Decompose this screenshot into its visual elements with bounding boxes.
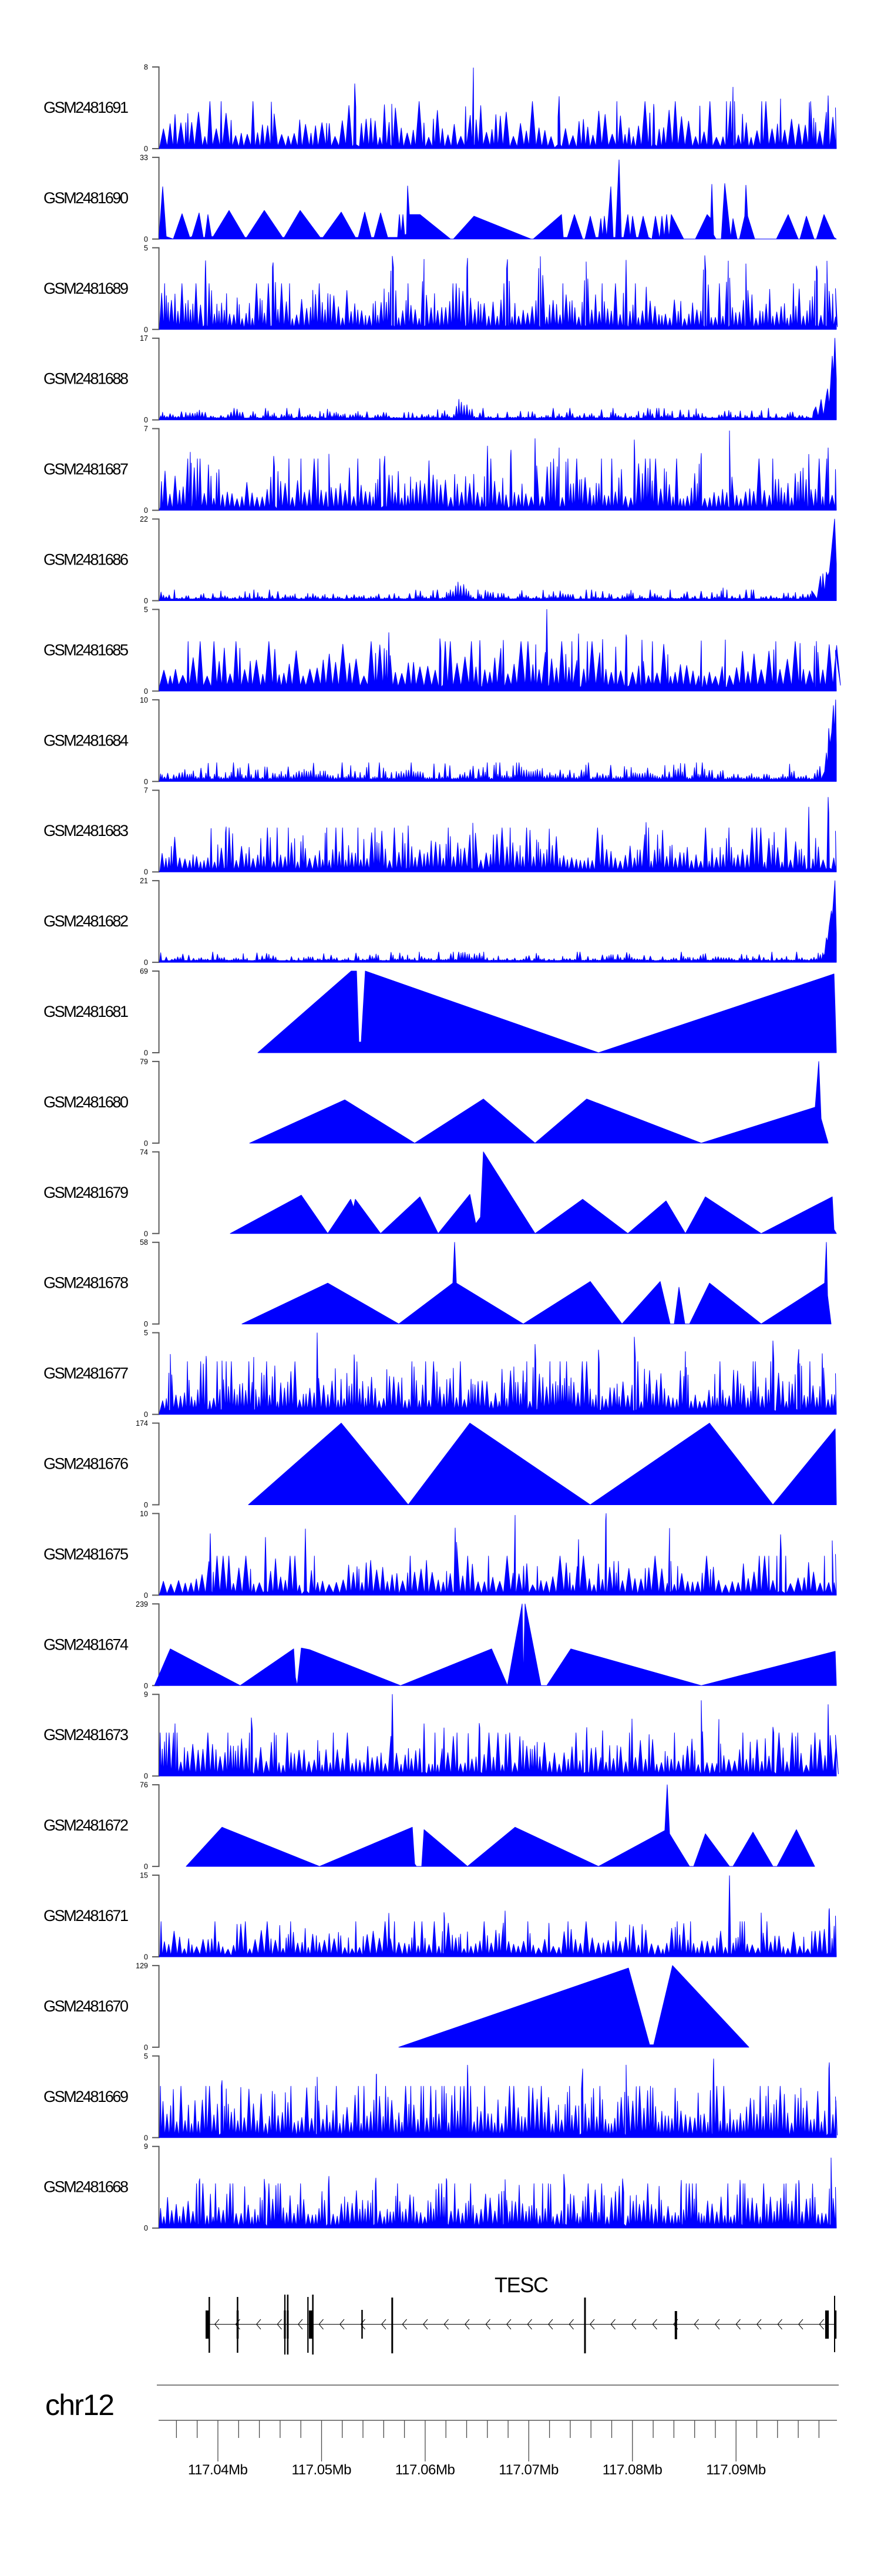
svg-text:0: 0 [144, 1591, 148, 1600]
svg-text:79: 79 [140, 1057, 148, 1066]
svg-text:0: 0 [144, 2224, 148, 2232]
svg-text:0: 0 [144, 1320, 148, 1328]
svg-text:129: 129 [136, 1962, 148, 1970]
svg-text:GSM2481681: GSM2481681 [43, 1003, 129, 1020]
svg-text:0: 0 [144, 416, 148, 424]
svg-text:8: 8 [144, 63, 148, 72]
svg-text:69: 69 [140, 968, 148, 976]
svg-text:21: 21 [140, 877, 148, 885]
svg-text:GSM2481686: GSM2481686 [43, 551, 129, 569]
svg-text:117.07Mb: 117.07Mb [499, 2462, 559, 2478]
svg-text:0: 0 [144, 1410, 148, 1419]
svg-text:GSM2481684: GSM2481684 [43, 731, 129, 749]
svg-text:GSM2481670: GSM2481670 [43, 1997, 129, 2015]
svg-text:117.06Mb: 117.06Mb [395, 2462, 455, 2478]
svg-text:0: 0 [144, 506, 148, 515]
svg-text:0: 0 [144, 778, 148, 786]
svg-text:0: 0 [144, 1682, 148, 1690]
svg-text:GSM2481683: GSM2481683 [43, 822, 129, 839]
svg-text:GSM2481691: GSM2481691 [43, 99, 129, 116]
svg-text:GSM2481668: GSM2481668 [43, 2178, 129, 2196]
svg-text:9: 9 [144, 1691, 148, 1699]
svg-text:0: 0 [144, 687, 148, 696]
svg-text:GSM2481669: GSM2481669 [43, 2088, 129, 2105]
svg-text:58: 58 [140, 1238, 148, 1247]
svg-text:239: 239 [136, 1600, 148, 1608]
svg-text:0: 0 [144, 959, 148, 967]
svg-text:0: 0 [144, 1139, 148, 1147]
svg-text:GSM2481679: GSM2481679 [43, 1184, 129, 1201]
svg-text:117.09Mb: 117.09Mb [706, 2462, 766, 2478]
svg-text:7: 7 [144, 425, 148, 433]
svg-text:76: 76 [140, 1781, 148, 1789]
svg-text:GSM2481685: GSM2481685 [43, 641, 129, 659]
svg-text:22: 22 [140, 515, 148, 523]
svg-text:0: 0 [144, 1953, 148, 1962]
svg-text:0: 0 [144, 1772, 148, 1781]
svg-text:0: 0 [144, 2043, 148, 2051]
svg-text:0: 0 [144, 1501, 148, 1509]
svg-text:GSM2481671: GSM2481671 [43, 1907, 129, 1925]
svg-text:174: 174 [136, 1419, 148, 1428]
svg-text:10: 10 [140, 1510, 148, 1518]
svg-text:74: 74 [140, 1148, 148, 1156]
svg-text:GSM2481689: GSM2481689 [43, 280, 129, 297]
svg-text:5: 5 [144, 244, 148, 252]
svg-text:GSM2481678: GSM2481678 [43, 1274, 129, 1292]
svg-text:GSM2481677: GSM2481677 [43, 1365, 129, 1382]
svg-text:GSM2481672: GSM2481672 [43, 1816, 129, 1834]
svg-text:0: 0 [144, 325, 148, 334]
svg-text:0: 0 [144, 1863, 148, 1871]
svg-text:0: 0 [144, 868, 148, 876]
svg-text:117.08Mb: 117.08Mb [603, 2462, 663, 2478]
svg-text:GSM2481680: GSM2481680 [43, 1093, 129, 1111]
svg-text:9: 9 [144, 2142, 148, 2151]
svg-text:117.05Mb: 117.05Mb [292, 2462, 352, 2478]
svg-text:5: 5 [144, 1329, 148, 1337]
svg-text:0: 0 [144, 235, 148, 243]
svg-text:GSM2481682: GSM2481682 [43, 912, 129, 930]
svg-text:GSM2481674: GSM2481674 [43, 1635, 129, 1653]
svg-text:33: 33 [140, 153, 148, 162]
svg-text:0: 0 [144, 1049, 148, 1057]
svg-text:chr12: chr12 [45, 2389, 115, 2421]
svg-text:GSM2481673: GSM2481673 [43, 1726, 129, 1744]
svg-text:5: 5 [144, 606, 148, 614]
svg-text:17: 17 [140, 334, 148, 342]
svg-text:15: 15 [140, 1872, 148, 1880]
svg-text:GSM2481690: GSM2481690 [43, 189, 129, 207]
svg-text:5: 5 [144, 2052, 148, 2060]
svg-text:0: 0 [144, 597, 148, 605]
svg-text:10: 10 [140, 696, 148, 704]
svg-text:GSM2481688: GSM2481688 [43, 370, 129, 388]
svg-text:GSM2481687: GSM2481687 [43, 461, 129, 478]
svg-text:GSM2481676: GSM2481676 [43, 1455, 129, 1473]
svg-text:117.04Mb: 117.04Mb [188, 2462, 248, 2478]
svg-text:0: 0 [144, 2134, 148, 2142]
svg-text:7: 7 [144, 787, 148, 795]
svg-text:TESC: TESC [495, 2273, 549, 2297]
svg-text:0: 0 [144, 1230, 148, 1238]
svg-text:GSM2481675: GSM2481675 [43, 1545, 129, 1563]
svg-text:0: 0 [144, 145, 148, 153]
